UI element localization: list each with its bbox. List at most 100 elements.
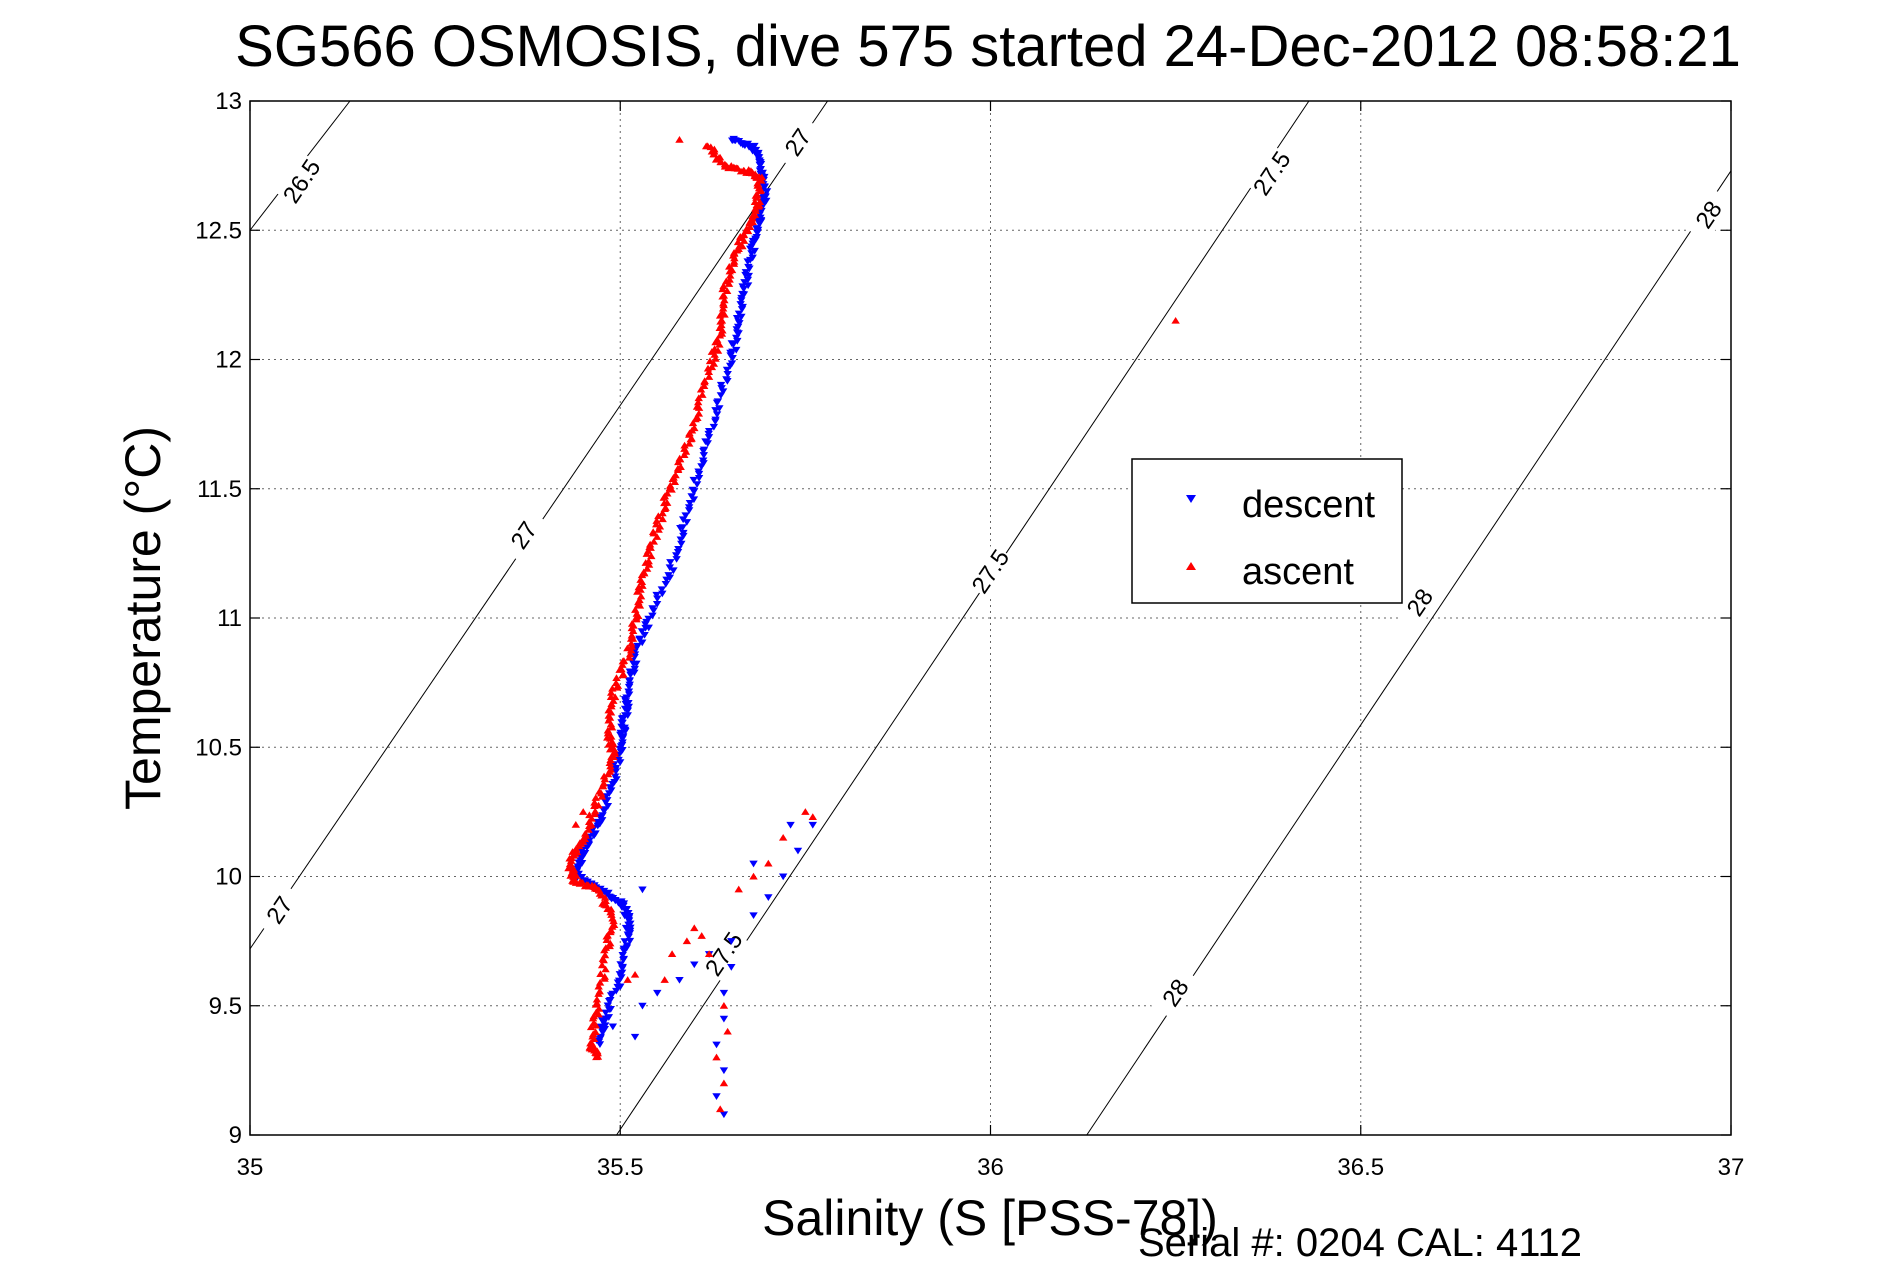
- descent-point: [682, 519, 692, 526]
- ascent-point: [752, 193, 761, 201]
- descent-point: [676, 524, 685, 532]
- descent-point: [737, 297, 746, 305]
- descent-point: [619, 956, 628, 964]
- descent-point: [737, 306, 747, 313]
- legend-ascent-label: ascent: [1242, 551, 1354, 593]
- ascent-point: [606, 689, 616, 696]
- descent-point: [618, 965, 627, 973]
- ascent-point: [730, 254, 739, 262]
- descent-point: [629, 660, 638, 668]
- ascent-point: [587, 1042, 596, 1050]
- descent-point: [666, 559, 675, 566]
- x-tick-label: 37: [1718, 1154, 1745, 1181]
- ascent-point: [722, 287, 732, 294]
- descent-point: [732, 346, 741, 354]
- contour-label-gap: [1394, 574, 1446, 631]
- ascent-point: [632, 615, 641, 623]
- ascent-point: [682, 937, 692, 945]
- descent-point: [747, 250, 756, 258]
- ascent-point: [654, 512, 663, 520]
- descent-point: [601, 1009, 610, 1017]
- ascent-point: [592, 1053, 601, 1061]
- descent-point: [608, 1023, 618, 1031]
- ascent-point: [710, 351, 719, 358]
- x-tick-label: 35.5: [597, 1154, 644, 1181]
- ascent-point: [718, 326, 727, 334]
- descent-point: [593, 822, 602, 830]
- ascent-point: [649, 537, 659, 545]
- descent-point: [604, 997, 614, 1005]
- descent-point: [746, 245, 755, 253]
- ascent-point: [749, 872, 758, 880]
- ascent-point: [723, 1027, 732, 1035]
- descent-point: [694, 474, 704, 482]
- ascent-point: [603, 729, 613, 737]
- y-axis-label: Temperature (°C): [115, 426, 171, 810]
- ascent-point: [601, 965, 610, 973]
- ascent-point: [680, 441, 689, 449]
- ascent-point: [590, 802, 599, 809]
- descent-point: [719, 1067, 729, 1075]
- descent-point: [624, 703, 634, 711]
- x-tick-label: 36: [977, 1154, 1004, 1181]
- ascent-point: [625, 653, 634, 661]
- ascent-point: [612, 674, 621, 681]
- descent-point: [712, 1093, 721, 1101]
- descent-point: [638, 886, 647, 894]
- contour-label-gap: [965, 543, 1016, 600]
- ascent-point: [712, 1053, 721, 1061]
- ascent-point: [711, 338, 720, 346]
- ascent-point: [584, 826, 593, 833]
- ascent-point: [778, 833, 788, 841]
- descent-point: [699, 448, 708, 455]
- y-tick-label: 9: [229, 1122, 242, 1149]
- grid: [250, 101, 1731, 1135]
- descent-point: [689, 496, 699, 504]
- descent-point: [608, 780, 617, 788]
- descent-point: [726, 362, 735, 370]
- ascent-point: [585, 822, 594, 829]
- ascent-point: [602, 936, 611, 943]
- ascent-point: [715, 331, 725, 339]
- descent-point: [640, 631, 649, 639]
- ascent-point: [627, 639, 636, 647]
- ascent-point: [603, 770, 613, 778]
- ascent-point: [649, 529, 658, 537]
- descent-point: [703, 440, 712, 447]
- ascent-point: [680, 451, 689, 458]
- descent-point: [723, 370, 732, 378]
- descent-point: [719, 989, 729, 997]
- descent-point: [739, 291, 749, 299]
- descent-point: [630, 669, 639, 677]
- descent-point: [620, 938, 629, 945]
- chart-title: SG566 OSMOSIS, dive 575 started 24-Dec-2…: [235, 14, 1741, 79]
- ascent-point: [704, 950, 714, 957]
- descent-point: [704, 434, 714, 441]
- ascent-point: [591, 794, 600, 801]
- descent-point: [743, 258, 752, 266]
- ascent-point: [609, 740, 618, 748]
- ascent-point: [700, 378, 709, 386]
- ascent-point: [579, 808, 588, 815]
- ascent-point: [685, 439, 694, 447]
- descent-point: [598, 817, 607, 824]
- ascent-point: [606, 908, 616, 916]
- ascent-point: [597, 961, 607, 969]
- descent-point: [764, 894, 773, 901]
- descent-point: [676, 536, 686, 544]
- contour-label-gap: [1683, 187, 1734, 243]
- descent-series: [569, 135, 817, 1119]
- descent-point: [733, 337, 742, 345]
- descent-point: [641, 624, 650, 632]
- descent-point: [719, 1015, 729, 1023]
- descent-point: [595, 1041, 605, 1049]
- ascent-point: [667, 485, 676, 493]
- ascent-point: [647, 552, 656, 560]
- y-tick-label: 9.5: [209, 993, 242, 1020]
- ascent-point: [716, 1105, 725, 1113]
- ascent-point: [606, 939, 615, 947]
- ascent-point: [654, 526, 663, 533]
- ascent-point: [704, 368, 714, 375]
- ascent-point: [675, 135, 684, 143]
- descent-point: [621, 728, 630, 735]
